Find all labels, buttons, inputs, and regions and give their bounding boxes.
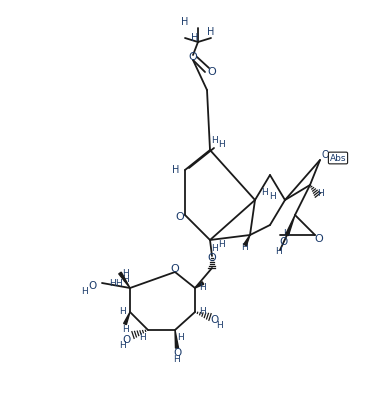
Text: H: H <box>242 242 248 251</box>
Polygon shape <box>175 330 178 348</box>
Text: O: O <box>175 212 184 222</box>
Polygon shape <box>286 215 295 236</box>
Text: O: O <box>321 150 329 160</box>
Text: H: H <box>211 135 219 145</box>
Text: H: H <box>177 333 183 343</box>
Text: H: H <box>181 17 189 27</box>
Text: H: H <box>172 165 180 175</box>
Text: O: O <box>208 253 216 263</box>
Text: H: H <box>207 27 215 37</box>
Text: H: H <box>122 276 128 284</box>
Text: H: H <box>275 246 281 255</box>
Text: O: O <box>208 67 216 77</box>
Text: H: H <box>109 278 115 287</box>
Text: H: H <box>122 326 128 335</box>
Text: O: O <box>188 52 197 62</box>
Text: O: O <box>173 348 181 358</box>
Text: H: H <box>219 240 225 249</box>
Text: H: H <box>262 187 268 196</box>
Text: H: H <box>139 333 147 343</box>
Text: O: O <box>315 234 324 244</box>
Text: H: H <box>283 228 290 238</box>
Text: Abs: Abs <box>330 154 346 162</box>
Text: H: H <box>219 139 225 148</box>
Text: H: H <box>122 268 128 278</box>
Polygon shape <box>244 235 250 246</box>
Text: H: H <box>115 278 121 287</box>
Text: H: H <box>119 308 125 316</box>
Polygon shape <box>195 282 204 288</box>
Text: H: H <box>217 322 223 331</box>
Text: H: H <box>81 287 88 297</box>
Polygon shape <box>119 272 130 288</box>
Text: H: H <box>174 356 180 364</box>
Text: H: H <box>200 308 206 316</box>
Text: O: O <box>279 237 287 247</box>
Text: O: O <box>122 335 130 345</box>
Text: O: O <box>171 264 179 274</box>
Text: H: H <box>316 188 324 198</box>
Text: H: H <box>211 244 219 253</box>
Text: O: O <box>88 281 96 291</box>
Text: H: H <box>200 284 206 293</box>
Text: H: H <box>191 33 199 43</box>
Text: O: O <box>211 315 219 325</box>
Text: H: H <box>119 341 125 350</box>
Text: H: H <box>270 192 276 200</box>
Polygon shape <box>124 312 130 325</box>
